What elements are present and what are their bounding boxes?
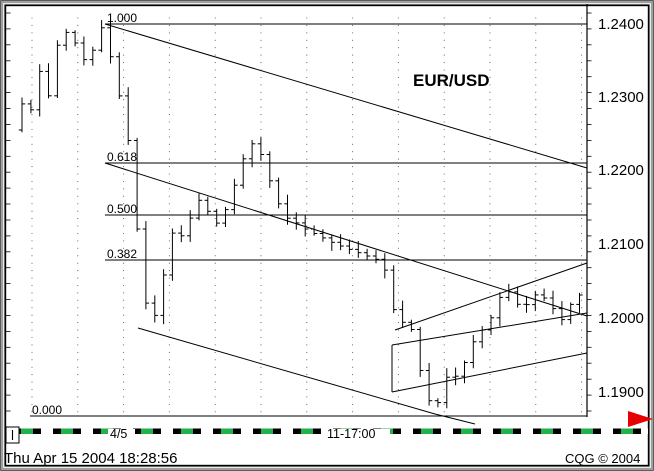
svg-text:0.000: 0.000: [32, 403, 62, 417]
svg-text:1.2200: 1.2200: [598, 162, 644, 179]
svg-text:4/5: 4/5: [110, 427, 127, 441]
svg-text:1.2000: 1.2000: [598, 310, 644, 327]
svg-text:1.2400: 1.2400: [598, 16, 644, 33]
svg-text:CQG © 2004: CQG © 2004: [565, 451, 640, 466]
svg-text:EUR/USD: EUR/USD: [413, 71, 490, 90]
svg-text:1.000: 1.000: [107, 11, 137, 25]
svg-text:1.2300: 1.2300: [598, 89, 644, 106]
svg-text:Thu Apr 15 2004 18:28:56: Thu Apr 15 2004 18:28:56: [4, 450, 177, 467]
svg-text:1.2100: 1.2100: [598, 236, 644, 253]
svg-text:1.1900: 1.1900: [598, 384, 644, 401]
svg-text:0.382: 0.382: [107, 247, 137, 261]
svg-text:0.618: 0.618: [107, 150, 137, 164]
svg-text:0.500: 0.500: [107, 202, 137, 216]
svg-text:11-17:00: 11-17:00: [327, 427, 375, 441]
